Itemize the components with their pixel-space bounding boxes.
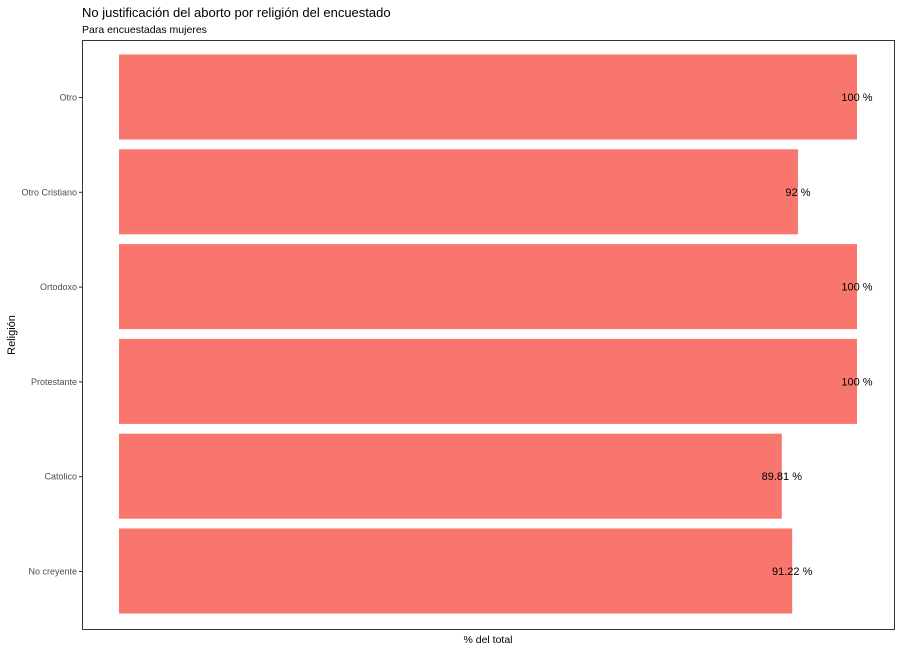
value-labels-layer: 100 % 92 % 100 % 100 % 89.81 % 91.22 % bbox=[762, 92, 873, 578]
bar-2 bbox=[119, 244, 857, 330]
y-tick-label: Otro Cristiano bbox=[21, 187, 77, 197]
bar-0 bbox=[119, 54, 857, 140]
y-axis: Otro Otro Cristiano Ortodoxo Protestante Cat… bbox=[21, 93, 82, 577]
y-tick-label: Otro bbox=[59, 93, 77, 103]
value-label: 89.81 % bbox=[762, 471, 803, 483]
bar-3 bbox=[119, 338, 857, 424]
bar-1 bbox=[119, 149, 798, 235]
value-label: 100 % bbox=[841, 282, 872, 294]
chart-title: No justificación del aborto por religión… bbox=[82, 5, 391, 20]
bar-5 bbox=[119, 528, 793, 614]
y-tick-label: No creyente bbox=[28, 567, 77, 577]
bars-layer bbox=[119, 54, 857, 614]
y-axis-title: Religión bbox=[6, 315, 18, 355]
y-tick-label: Protestante bbox=[31, 377, 77, 387]
bar-4 bbox=[119, 433, 782, 519]
value-label: 100 % bbox=[841, 376, 872, 388]
value-label: 92 % bbox=[785, 187, 810, 199]
y-tick-label: Catolico bbox=[44, 472, 77, 482]
x-axis-title: % del total bbox=[463, 634, 512, 646]
value-label: 100 % bbox=[841, 92, 872, 104]
chart-subtitle: Para encuestadas mujeres bbox=[82, 24, 207, 36]
plot-panel-border bbox=[82, 40, 895, 630]
value-label: 91.22 % bbox=[772, 566, 813, 578]
y-tick-label: Ortodoxo bbox=[40, 282, 77, 292]
